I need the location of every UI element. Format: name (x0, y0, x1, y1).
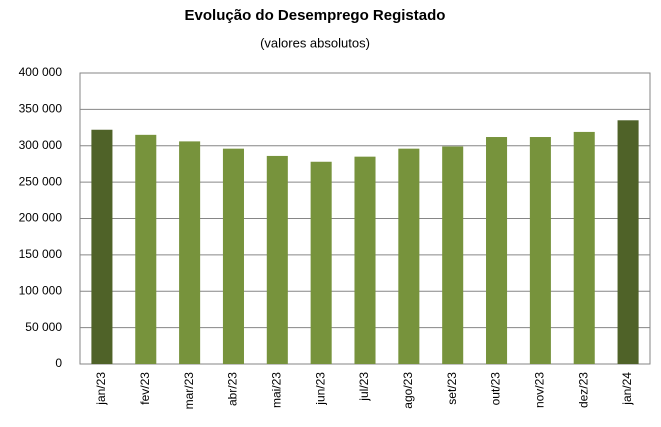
bar (222, 148, 244, 364)
x-tick-label: out/23 (489, 372, 503, 406)
x-tick-label: fev/23 (138, 372, 152, 405)
chart-subtitle: (valores absolutos) (260, 35, 370, 50)
x-tick-label: abr/23 (226, 372, 240, 406)
x-tick-label: mar/23 (182, 372, 196, 410)
bar (179, 141, 201, 364)
x-tick-label: dez/23 (576, 372, 590, 408)
x-tick-label: nov/23 (533, 372, 547, 408)
bar (91, 129, 113, 364)
x-tick-label: jan/23 (94, 372, 108, 406)
y-tick-label: 350 000 (19, 102, 63, 116)
y-tick-label: 250 000 (19, 174, 63, 188)
bar (529, 137, 551, 364)
y-tick-label: 0 (55, 356, 62, 370)
y-tick-label: 200 000 (19, 211, 63, 225)
x-tick-label: jan/24 (620, 372, 634, 406)
bar (354, 156, 376, 364)
y-tick-label: 100 000 (19, 283, 63, 297)
bar (310, 161, 332, 364)
y-tick-label: 150 000 (19, 247, 63, 261)
bar (398, 148, 420, 364)
x-tick-label: set/23 (445, 372, 459, 405)
x-tick-label: jun/23 (313, 372, 327, 406)
bar (135, 134, 157, 364)
bar (617, 120, 639, 364)
y-tick-label: 50 000 (25, 320, 62, 334)
x-tick-label: ago/23 (401, 372, 415, 409)
chart-title: Evolução do Desemprego Registado (185, 7, 446, 24)
bar (442, 146, 464, 364)
y-tick-label: 300 000 (19, 138, 63, 152)
bar (486, 137, 508, 364)
x-tick-label: jul/23 (357, 372, 371, 402)
y-tick-label: 400 000 (19, 65, 63, 79)
x-tick-label: mai/23 (269, 372, 283, 408)
bar (573, 131, 595, 364)
bar (266, 155, 288, 364)
